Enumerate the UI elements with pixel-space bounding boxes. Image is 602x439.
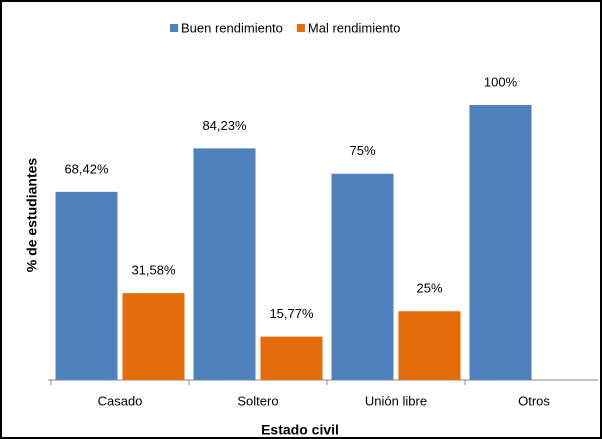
x-tick-label: Otros [518,393,550,408]
x-tick-label: Soltero [237,393,278,408]
legend-swatch [170,24,178,32]
value-label: 25% [416,281,442,296]
bar [260,336,323,380]
value-label: 100% [484,74,518,89]
value-label: 68,42% [64,161,109,176]
value-label: 31,58% [131,263,176,278]
bar [193,148,256,380]
legend-label: Buen rendimiento [181,20,283,35]
x-tick-label: Unión libre [365,393,427,408]
bar [122,293,185,380]
y-axis-title: % de estudiantes [24,158,40,273]
value-label: 84,23% [202,118,247,133]
bar [469,105,532,380]
x-axis-title: Estado civil [261,422,339,438]
value-label: 15,77% [269,306,314,321]
legend-label: Mal rendimiento [308,20,401,35]
x-tick-label: Casado [98,393,143,408]
bar [55,191,118,380]
bar [398,311,461,380]
value-label: 75% [349,143,375,158]
legend-swatch [296,24,305,32]
bar [331,173,394,380]
